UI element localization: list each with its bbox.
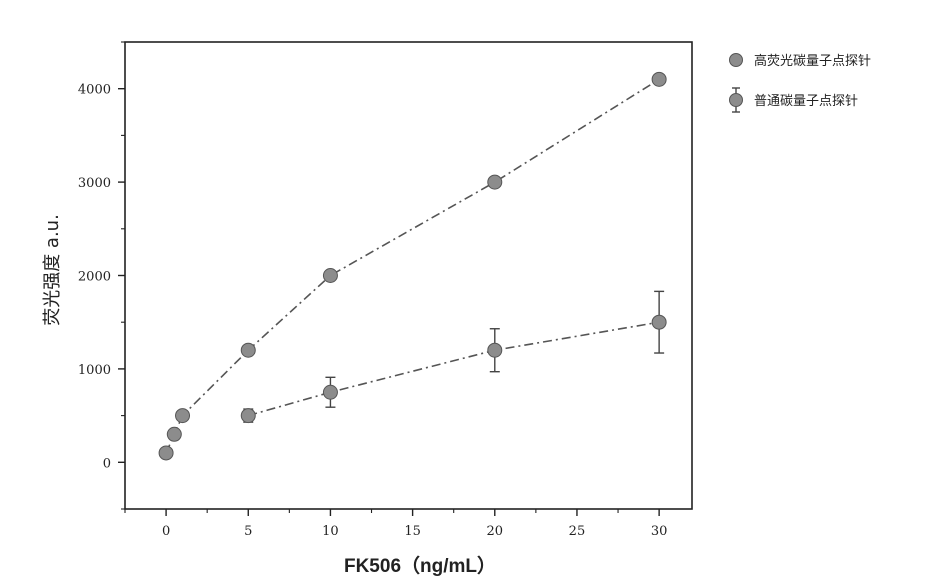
y-tick-label: 3000 <box>78 176 111 191</box>
legend-marker <box>729 93 743 107</box>
x-tick-label: 30 <box>651 524 668 539</box>
series-line <box>248 321 660 417</box>
x-tick-label: 5 <box>244 524 252 539</box>
y-tick-label: 0 <box>103 456 111 471</box>
x-tick-label: 20 <box>487 524 504 539</box>
data-point <box>166 426 182 442</box>
x-tick-label: 0 <box>162 524 170 539</box>
data-point <box>487 174 503 190</box>
y-tick-label: 1000 <box>78 363 111 378</box>
series-layer <box>158 71 667 461</box>
x-tick-label: 10 <box>322 524 339 539</box>
y-axis: 0 1000 2000 3000 4000 <box>78 41 125 510</box>
legend-label: 高荧光碳量子点探针 <box>754 53 871 69</box>
y-tick-label: 4000 <box>78 83 111 98</box>
data-point <box>322 268 338 283</box>
x-tick-label: 15 <box>404 524 421 539</box>
x-tick-label: 25 <box>569 524 586 539</box>
data-point <box>240 342 256 358</box>
y-axis-title: 荧光强度 a.u. <box>42 214 63 326</box>
series-line <box>165 78 660 454</box>
data-point <box>322 384 338 400</box>
legend-label: 普通碳量子点探针 <box>754 94 858 109</box>
data-point <box>175 408 191 424</box>
legend-marker <box>729 53 743 67</box>
y-tick-label: 2000 <box>78 270 111 285</box>
x-axis: 0 5 10 15 20 25 30 <box>124 509 668 539</box>
data-point <box>487 342 503 358</box>
data-point <box>651 71 667 87</box>
data-point <box>158 445 174 461</box>
data-point <box>240 408 256 424</box>
x-axis-title: FK506（ng/mL） <box>344 554 496 577</box>
data-point <box>651 314 667 330</box>
